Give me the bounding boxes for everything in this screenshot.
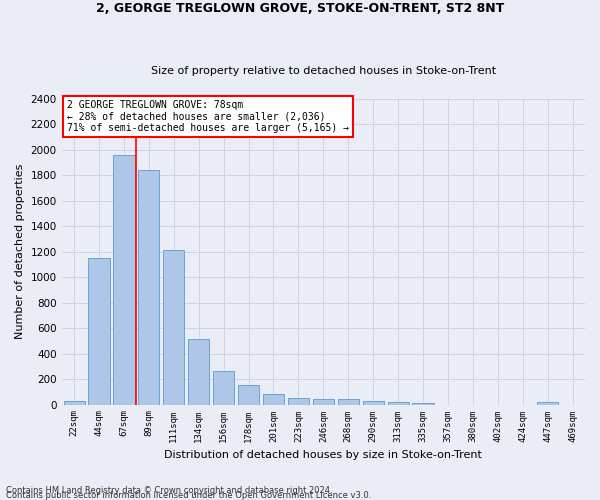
Bar bbox=[537, 402, 558, 404]
Bar bbox=[388, 402, 409, 404]
Text: 2 GEORGE TREGLOWN GROVE: 78sqm
← 28% of detached houses are smaller (2,036)
71% : 2 GEORGE TREGLOWN GROVE: 78sqm ← 28% of … bbox=[67, 100, 349, 133]
Text: Contains public sector information licensed under the Open Government Licence v3: Contains public sector information licen… bbox=[6, 491, 371, 500]
Bar bbox=[163, 250, 184, 404]
Y-axis label: Number of detached properties: Number of detached properties bbox=[15, 164, 25, 339]
Title: Size of property relative to detached houses in Stoke-on-Trent: Size of property relative to detached ho… bbox=[151, 66, 496, 76]
Bar bbox=[263, 394, 284, 404]
Bar bbox=[113, 154, 134, 404]
Bar bbox=[288, 398, 309, 404]
Bar bbox=[188, 339, 209, 404]
Bar bbox=[412, 402, 434, 404]
Bar bbox=[238, 385, 259, 404]
Bar bbox=[313, 399, 334, 404]
Bar bbox=[213, 371, 234, 404]
Bar bbox=[138, 170, 160, 404]
Bar bbox=[88, 258, 110, 404]
Bar bbox=[64, 400, 85, 404]
Text: 2, GEORGE TREGLOWN GROVE, STOKE-ON-TRENT, ST2 8NT: 2, GEORGE TREGLOWN GROVE, STOKE-ON-TRENT… bbox=[96, 2, 504, 16]
X-axis label: Distribution of detached houses by size in Stoke-on-Trent: Distribution of detached houses by size … bbox=[164, 450, 482, 460]
Bar bbox=[362, 402, 384, 404]
Text: Contains HM Land Registry data © Crown copyright and database right 2024.: Contains HM Land Registry data © Crown c… bbox=[6, 486, 332, 495]
Bar bbox=[338, 400, 359, 404]
